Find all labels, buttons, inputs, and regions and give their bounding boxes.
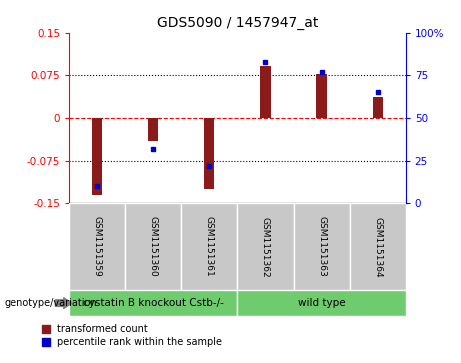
- Bar: [317, 74, 326, 118]
- Text: GSM1151362: GSM1151362: [261, 216, 270, 277]
- Bar: [69, 203, 125, 290]
- Bar: [260, 66, 271, 118]
- Bar: [237, 203, 294, 290]
- Text: wild type: wild type: [298, 298, 345, 308]
- Text: GSM1151364: GSM1151364: [373, 216, 382, 277]
- Bar: [349, 203, 406, 290]
- Title: GDS5090 / 1457947_at: GDS5090 / 1457947_at: [157, 16, 318, 30]
- Bar: [372, 97, 383, 118]
- Text: GSM1151359: GSM1151359: [93, 216, 102, 277]
- Bar: [69, 290, 237, 316]
- Text: genotype/variation: genotype/variation: [5, 298, 97, 308]
- Legend: transformed count, percentile rank within the sample: transformed count, percentile rank withi…: [42, 324, 222, 347]
- Bar: [294, 203, 349, 290]
- Text: GSM1151361: GSM1151361: [205, 216, 214, 277]
- Bar: [148, 118, 158, 141]
- Text: GSM1151363: GSM1151363: [317, 216, 326, 277]
- Bar: [204, 118, 214, 189]
- Bar: [181, 203, 237, 290]
- Bar: [125, 203, 181, 290]
- Bar: [237, 290, 406, 316]
- Text: GSM1151360: GSM1151360: [149, 216, 158, 277]
- Bar: [92, 118, 102, 195]
- Text: cystatin B knockout Cstb-/-: cystatin B knockout Cstb-/-: [83, 298, 224, 308]
